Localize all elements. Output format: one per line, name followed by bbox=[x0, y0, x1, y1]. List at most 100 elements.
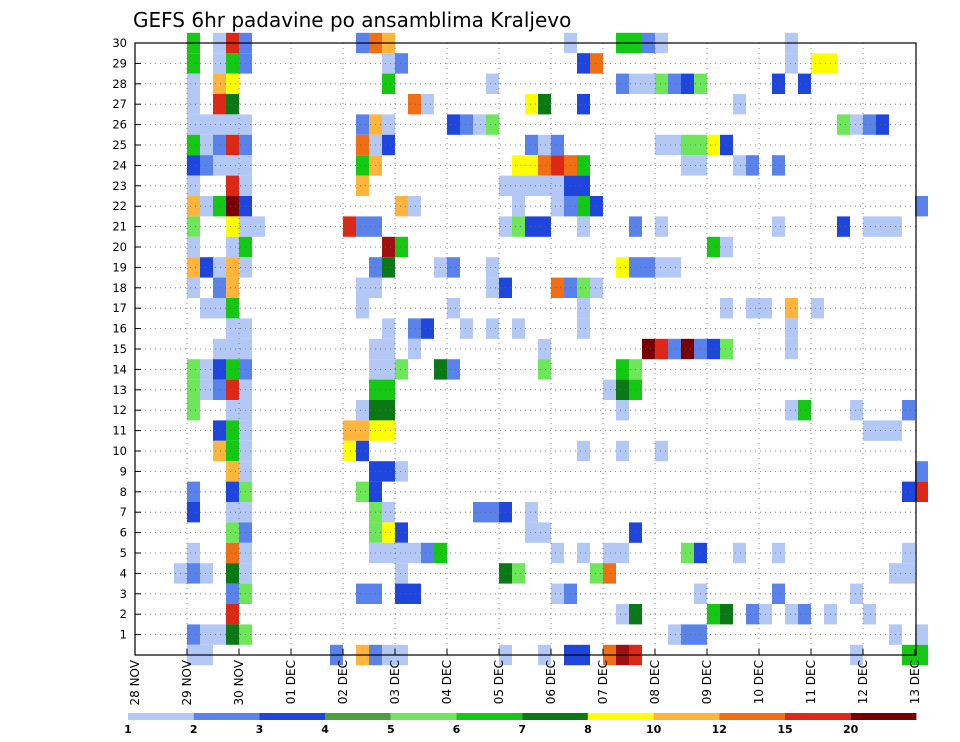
heatmap-cell bbox=[213, 277, 226, 298]
heatmap-cell bbox=[590, 277, 603, 298]
heatmap-cell bbox=[551, 155, 564, 176]
heatmap-cell bbox=[525, 502, 538, 523]
heatmap-cell bbox=[837, 216, 850, 237]
heatmap-cell bbox=[226, 522, 239, 543]
y-tick-label: 22 bbox=[112, 199, 127, 213]
heatmap-cell bbox=[525, 155, 538, 176]
heatmap-cell bbox=[187, 94, 200, 115]
heatmap-cell bbox=[525, 522, 538, 543]
y-tick-label: 21 bbox=[112, 220, 127, 234]
x-tick-label: 06 DEC bbox=[544, 660, 558, 704]
heatmap-cell bbox=[382, 236, 395, 258]
color-legend: 1 2 3 4 5 6 7 8 10 12 15 20 bbox=[124, 713, 917, 736]
heatmap-cell bbox=[577, 94, 590, 115]
heatmap-cell bbox=[226, 461, 239, 482]
legend-swatch bbox=[456, 713, 523, 720]
heatmap-cell bbox=[577, 175, 590, 196]
heatmap-cell bbox=[512, 155, 525, 176]
x-tick-label: 07 DEC bbox=[596, 660, 610, 704]
x-tick-label: 13 DEC bbox=[908, 660, 922, 704]
heatmap-cell bbox=[798, 604, 811, 625]
heatmap-cell bbox=[213, 94, 226, 115]
heatmap-cell bbox=[486, 257, 499, 278]
legend-swatch bbox=[587, 713, 654, 720]
heatmap-cell bbox=[382, 338, 395, 360]
legend-swatch bbox=[259, 713, 326, 720]
heatmap-cell bbox=[187, 114, 200, 135]
heatmap-cell bbox=[603, 563, 616, 584]
y-tick-label: 26 bbox=[112, 118, 127, 132]
heatmap-cell bbox=[226, 420, 239, 441]
heatmap-cell bbox=[213, 440, 226, 462]
heatmap-cell bbox=[746, 155, 759, 176]
heatmap-cell bbox=[226, 542, 239, 564]
heatmap-cell bbox=[577, 318, 590, 339]
heatmap-cell bbox=[915, 481, 928, 502]
heatmap-cell bbox=[226, 318, 239, 339]
heatmap-cell bbox=[213, 338, 226, 360]
heatmap-cell bbox=[668, 624, 681, 645]
heatmap-cell bbox=[577, 298, 590, 319]
heatmap-cell bbox=[772, 73, 785, 94]
heatmap-cell bbox=[850, 114, 863, 135]
heatmap-cell bbox=[187, 196, 200, 217]
heatmap-cell bbox=[356, 298, 369, 319]
heatmap-cell bbox=[850, 583, 863, 604]
heatmap-cell bbox=[785, 53, 798, 74]
heatmap-cell bbox=[551, 277, 564, 298]
heatmap-cell bbox=[616, 542, 629, 564]
heatmap-cell bbox=[187, 359, 200, 380]
heatmap-cell bbox=[577, 542, 590, 564]
heatmap-cell bbox=[226, 481, 239, 502]
heatmap-cell bbox=[590, 563, 603, 584]
heatmap-cell bbox=[395, 359, 408, 380]
heatmap-cell bbox=[343, 440, 356, 462]
heatmap-cell bbox=[785, 318, 798, 339]
heatmap-cell bbox=[785, 298, 798, 319]
y-tick-label: 30 bbox=[112, 36, 127, 50]
heatmap-cell bbox=[551, 196, 564, 217]
x-tick-label: 01 DEC bbox=[284, 660, 298, 704]
heatmap-cell bbox=[876, 216, 889, 237]
heatmap-cell bbox=[785, 604, 798, 625]
heatmap-cell bbox=[213, 53, 226, 74]
heatmap-cell bbox=[876, 420, 889, 441]
heatmap-cell bbox=[226, 277, 239, 298]
heatmap-cell bbox=[772, 216, 785, 237]
heatmap-cell bbox=[720, 298, 733, 319]
heatmap-cell bbox=[512, 563, 525, 584]
heatmap-cell bbox=[707, 338, 720, 360]
heatmap-cell bbox=[681, 134, 694, 156]
heatmap-cell bbox=[226, 298, 239, 319]
legend-swatch bbox=[390, 713, 457, 720]
y-tick-label: 7 bbox=[120, 505, 127, 519]
heatmap-cell bbox=[733, 155, 746, 176]
legend-swatch bbox=[850, 713, 917, 720]
heatmap-cell bbox=[187, 175, 200, 196]
heatmap-cell bbox=[226, 114, 239, 135]
heatmap-cell bbox=[447, 257, 460, 278]
x-tick-label: 03 DEC bbox=[388, 660, 402, 704]
heatmap-cell bbox=[382, 420, 395, 441]
heatmap-cell bbox=[616, 73, 629, 94]
heatmap-cell bbox=[577, 277, 590, 298]
heatmap-cell bbox=[811, 298, 824, 319]
heatmap-cell bbox=[395, 522, 408, 543]
heatmap-cell bbox=[733, 542, 746, 564]
heatmap-cell bbox=[538, 175, 551, 196]
x-tick-label: 28 NOV bbox=[128, 659, 142, 705]
legend-label: 2 bbox=[190, 723, 198, 736]
heatmap-cell bbox=[200, 298, 213, 319]
heatmap-cell bbox=[343, 420, 356, 441]
heatmap-cell bbox=[551, 542, 564, 564]
heatmap-cell bbox=[616, 440, 629, 462]
heatmap-cell bbox=[187, 624, 200, 645]
heatmap-cell bbox=[850, 400, 863, 421]
y-tick-label: 8 bbox=[120, 485, 127, 499]
heatmap-cell bbox=[226, 604, 239, 625]
heatmap-cell bbox=[720, 338, 733, 360]
legend-label: 6 bbox=[453, 723, 461, 736]
heatmap-cell bbox=[681, 73, 694, 94]
legend-label: 20 bbox=[843, 723, 859, 736]
y-tick-label: 20 bbox=[112, 240, 127, 254]
